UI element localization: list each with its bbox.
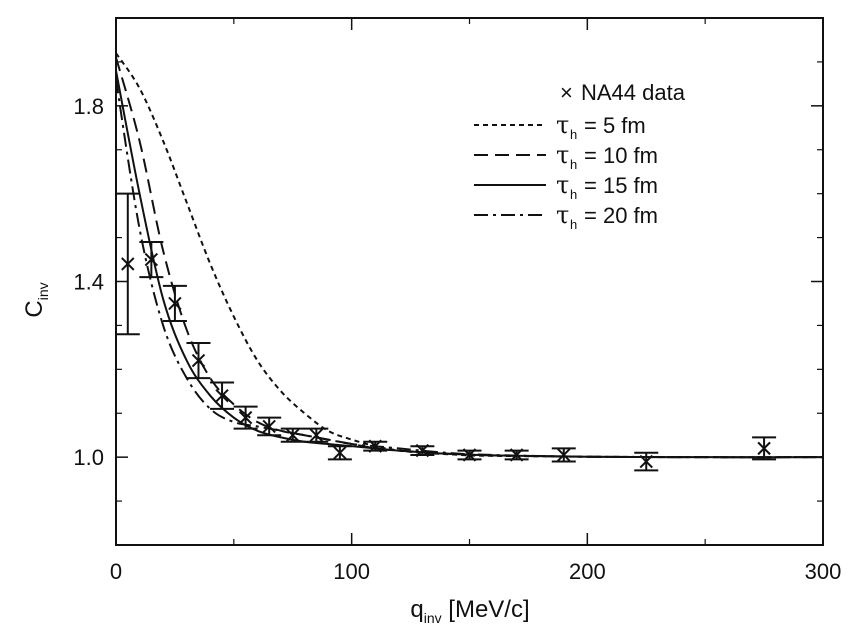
data-marker	[757, 441, 771, 456]
x-tick-label: 200	[569, 559, 606, 584]
data-point	[327, 445, 352, 461]
data-point	[752, 436, 777, 461]
legend-label: = 5 fm	[584, 113, 646, 138]
data-point	[115, 192, 140, 336]
data-point	[304, 427, 329, 443]
x-axis-title-main: q	[410, 596, 423, 623]
legend-entry: τ h = 20 fm	[474, 201, 658, 232]
data-marker	[238, 410, 253, 425]
x-tick-label: 300	[805, 559, 842, 584]
data-marker	[168, 296, 182, 311]
data-point	[186, 341, 211, 380]
legend-entry: τ h = 15 fm	[474, 171, 658, 202]
data-point	[457, 448, 482, 462]
legend: × NA44 data τ h = 5 fmτ h = 10 fmτ h = 15 fmτ h…	[474, 80, 686, 232]
series-line-dotted	[115, 52, 824, 459]
data-marker	[191, 353, 206, 368]
legend-tau-subscript: h	[570, 127, 577, 142]
x-axis-title-sub: inv	[424, 610, 442, 626]
y-axis-title-main: C	[21, 300, 48, 317]
data-marker	[144, 252, 159, 267]
legend-tau-symbol: τ	[556, 111, 569, 139]
data-marker	[286, 428, 300, 442]
legend-label: = 15 fm	[584, 173, 658, 198]
data-marker	[333, 446, 347, 460]
data-marker	[415, 443, 430, 458]
x-axis-title: qinv [MeV/c]	[410, 596, 529, 626]
data-point	[504, 448, 529, 462]
legend-tau-symbol: τ	[556, 201, 569, 229]
y-axis-title: Cinv	[21, 282, 51, 317]
y-tick-label: 1.0	[73, 445, 104, 470]
legend-data-label: NA44 data	[581, 80, 686, 105]
data-point	[410, 443, 435, 458]
plot-frame	[115, 17, 824, 546]
data-marker	[462, 448, 477, 462]
legend-tau-subscript: h	[570, 187, 577, 202]
legend-data-marker: ×	[560, 80, 573, 105]
legend-label: = 20 fm	[584, 203, 658, 228]
svg-text:Cinv: Cinv	[21, 282, 51, 317]
x-axis-title-rest: [MeV/c]	[442, 596, 530, 623]
x-tick-label: 100	[333, 559, 370, 584]
legend-tau-subscript: h	[570, 157, 577, 172]
data-point	[233, 405, 258, 430]
data-point	[280, 427, 305, 443]
data-marker	[639, 454, 653, 469]
legend-label: = 10 fm	[584, 143, 658, 168]
x-tick-label: 0	[110, 559, 122, 584]
data-marker	[262, 419, 276, 434]
legend-tau-symbol: τ	[556, 171, 569, 199]
data-point	[551, 447, 576, 463]
legend-entry: τ h = 5 fm	[474, 111, 646, 142]
data-point	[257, 416, 282, 437]
data-point	[210, 381, 235, 410]
data-marker	[215, 388, 229, 403]
legend-tau-subscript: h	[570, 217, 577, 232]
data-point	[363, 439, 388, 453]
data-marker	[557, 448, 571, 462]
data-marker	[368, 439, 382, 453]
series-line-solid	[115, 70, 824, 459]
data-point	[139, 240, 164, 279]
data-point	[634, 451, 659, 472]
y-tick-label: 1.4	[73, 270, 104, 295]
y-axis-title-sub: inv	[35, 282, 51, 300]
data-point	[162, 284, 187, 323]
y-tick-label: 1.8	[73, 94, 104, 119]
data-marker	[309, 428, 324, 442]
legend-tau-symbol: τ	[556, 141, 569, 169]
legend-entry: τ h = 10 fm	[474, 141, 658, 172]
data-marker	[121, 257, 135, 271]
data-marker	[509, 448, 524, 462]
